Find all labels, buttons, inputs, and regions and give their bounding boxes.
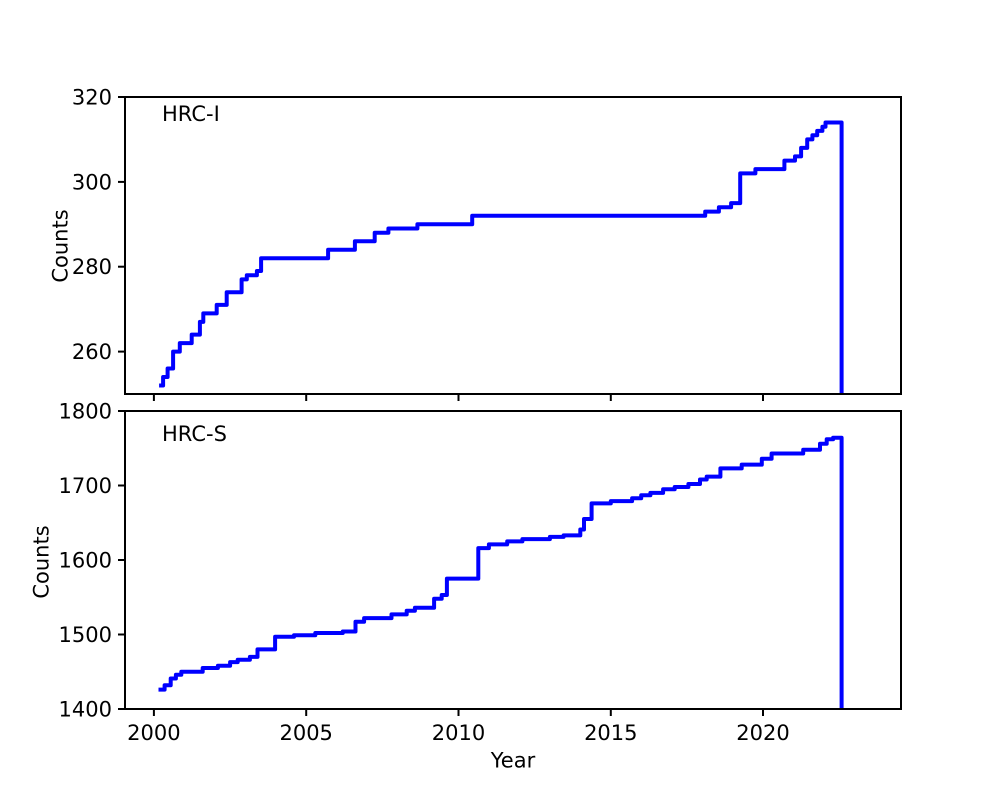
hrc-s-x-tick-label: 2015 xyxy=(584,721,637,745)
y-axis-label-bottom: Counts xyxy=(29,525,54,599)
hrc-i-line xyxy=(159,120,844,393)
x-axis-label: Year xyxy=(490,748,536,773)
hrc-s-y-tick-label: 1400 xyxy=(59,698,112,722)
hrc-i-plot: 260 280 300 320 xyxy=(72,86,902,401)
hrc-s-plot: 2000 2005 2010 2015 2020 1400 1500 1600 1700 1800 xyxy=(59,400,902,745)
hrc-i-axes-frame xyxy=(124,96,902,395)
hrc-s-x-tick-label: 2005 xyxy=(279,721,332,745)
hrc-i-y-tick-label: 300 xyxy=(72,170,112,194)
hrc-i-y-tick-label: 320 xyxy=(72,86,112,110)
hrc-s-x-tick-label: 2000 xyxy=(127,721,180,745)
hrc-s-x-tick-label: 2020 xyxy=(736,721,789,745)
hrc-s-y-tick-label: 1700 xyxy=(59,474,112,498)
hrc-s-y-tick-label: 1600 xyxy=(59,549,112,573)
panel-label-hrc-s: HRC-S xyxy=(162,422,227,446)
hrc-i-y-tick-label: 260 xyxy=(72,340,112,364)
y-axis-label-top: Counts xyxy=(48,209,73,283)
hrc-s-y-tick-label: 1800 xyxy=(59,400,112,424)
hrc-s-y-tick-label: 1500 xyxy=(59,623,112,647)
hrc-s-x-tick-label: 2010 xyxy=(432,721,485,745)
hrc-s-line xyxy=(158,435,844,708)
hrc-i-y-tick-label: 280 xyxy=(72,255,112,279)
hrc-s-axes-frame xyxy=(124,410,902,710)
panel-label-hrc-i: HRC-I xyxy=(162,102,220,126)
